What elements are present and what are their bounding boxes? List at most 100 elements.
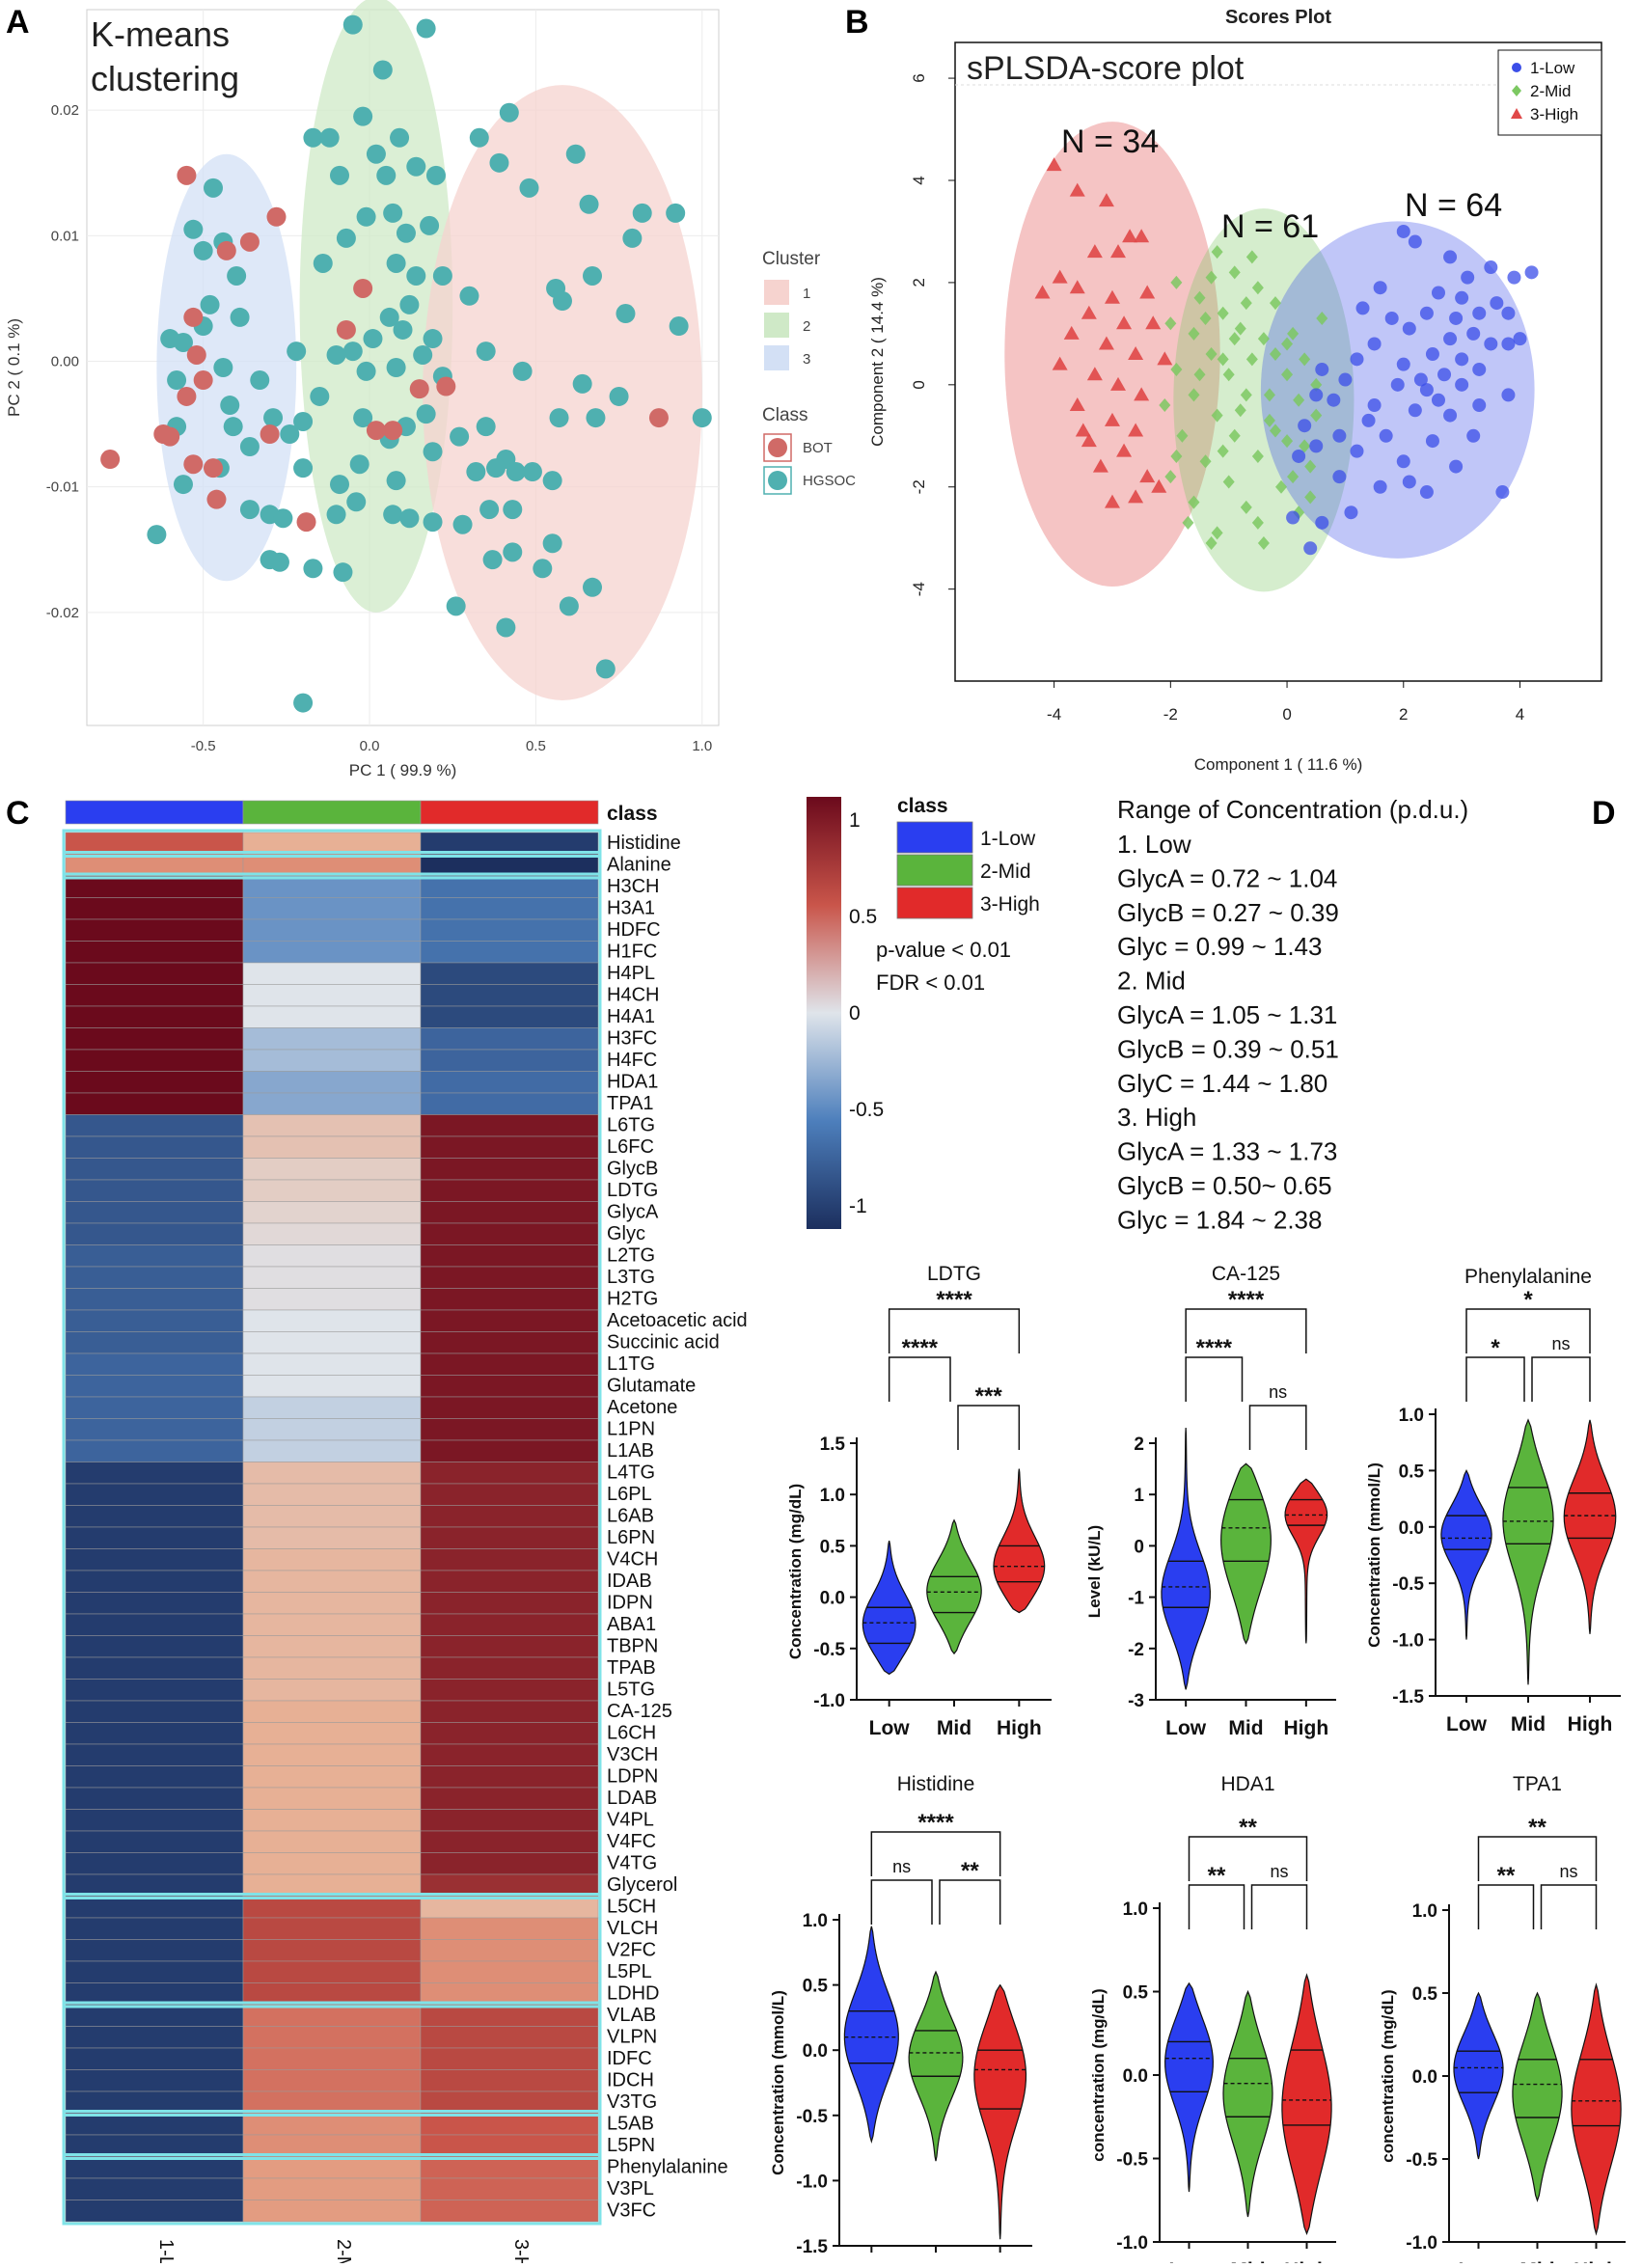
kmeans-ytick-label: -0.01	[46, 479, 79, 496]
heatmap-cell	[420, 1960, 599, 1983]
heatmap-row-label: VLAB	[607, 2005, 656, 2026]
heatmap-cell	[420, 897, 599, 920]
heatmap-group-outline	[62, 851, 602, 880]
splsda-point-high	[1122, 229, 1138, 243]
splsda-point-mid	[1263, 388, 1275, 402]
kmeans-point-hgsoc	[416, 404, 436, 424]
violin-ytick-label: 0.5	[820, 1537, 846, 1557]
heatmap-cell	[420, 1288, 599, 1311]
splsda-point-low	[1286, 510, 1300, 525]
heatmap-row-label: IDCH	[607, 2070, 654, 2091]
heatmap-cell	[65, 2026, 244, 2049]
kmeans-point-hgsoc	[293, 411, 314, 431]
heatmap-row-label: H3A1	[607, 898, 655, 919]
kmeans-point-hgsoc	[692, 408, 712, 428]
heatmap-cell	[242, 1005, 422, 1028]
heatmap-row-label: LDHD	[607, 1983, 659, 2005]
kmeans-point-hgsoc	[383, 505, 403, 525]
violin-sig-label: ****	[1228, 1287, 1265, 1313]
kmeans-point-hgsoc	[499, 102, 519, 123]
kmeans-point-hgsoc	[396, 223, 416, 243]
heatmap-row-label: H4A1	[607, 1006, 655, 1027]
kmeans-point-hgsoc	[353, 106, 373, 126]
heatmap-row-label: H3CH	[607, 876, 659, 897]
violin-chart-hda1: -1.0 -0.5 0.0 0.5 1.0 Low Mid High HDA1 concentra…	[1089, 1773, 1336, 2268]
splsda-point-mid	[1211, 245, 1223, 260]
splsda-point-mid	[1269, 347, 1281, 362]
violin-sig-bracket	[870, 1879, 933, 1925]
violin-ytick-label: -0.5	[1392, 1574, 1424, 1595]
splsda-legend-label: 3-High	[1530, 105, 1578, 123]
splsda-point-mid	[1281, 434, 1294, 449]
heatmap-column-label: 1-Low	[155, 2239, 177, 2263]
heatmap-colorbar-tick: -0.5	[849, 1099, 884, 1121]
heatmap-row-label: L4TG	[607, 1462, 655, 1484]
heatmap-cell	[420, 1353, 599, 1376]
heatmap-group-outline	[62, 2153, 602, 2226]
splsda-point-low	[1408, 403, 1422, 418]
splsda-point-mid	[1176, 428, 1189, 443]
splsda-point-low	[1513, 332, 1527, 346]
violin-category-label: Low	[1446, 1713, 1488, 1735]
kmeans-point-bot	[100, 450, 121, 470]
heatmap-cell	[65, 1439, 244, 1462]
splsda-point-low	[1501, 306, 1516, 320]
heatmap-cell	[65, 1375, 244, 1398]
panel-b-splsda: Scores Plot -4 -2 0 2 4 -4 -2 0 2 4 6 sPLSDA-score p…	[868, 7, 1602, 774]
splsda-point-high	[1098, 193, 1114, 207]
panel-labels: A B C D	[6, 4, 1616, 832]
heatmap-cell	[242, 1309, 422, 1332]
range-box-line: 3. High	[1117, 1103, 1196, 1132]
splsda-xtick-label: 2	[1399, 705, 1408, 724]
heatmap-row-label: Phenylalanine	[607, 2157, 728, 2178]
kmeans-point-hgsoc	[533, 559, 553, 579]
heatmap-row-label: Acetone	[607, 1397, 677, 1418]
violin-ylabel: Concentration (mg/dL)	[786, 1484, 805, 1659]
kmeans-point-hgsoc	[565, 144, 586, 164]
heatmap-cell	[65, 1483, 244, 1506]
violin-ylabel: concentration (mg/dL)	[1089, 1988, 1108, 2161]
splsda-point-low	[1524, 265, 1539, 280]
kmeans-point-hgsoc	[330, 475, 349, 495]
violin-ytick-label: -1.0	[796, 2172, 828, 2192]
kmeans-point-hgsoc	[313, 253, 333, 273]
splsda-point-low	[1327, 393, 1341, 407]
violin-sig-label: ***	[975, 1383, 1003, 1409]
heatmap-cell	[420, 2200, 599, 2223]
violin-ytick-label: 1.5	[820, 1435, 846, 1455]
splsda-point-low	[1292, 449, 1306, 463]
splsda-point-mid	[1251, 449, 1264, 463]
kmeans-point-hgsoc	[506, 462, 526, 482]
violin-sig-bracket	[1465, 1356, 1525, 1402]
splsda-xtick-label: 4	[1516, 705, 1524, 724]
splsda-point-mid	[1228, 428, 1241, 443]
kmeans-point-hgsoc	[379, 307, 399, 327]
splsda-point-low	[1402, 475, 1416, 489]
heatmap-cell	[420, 1244, 599, 1268]
splsda-xtick-label: -4	[1047, 705, 1061, 724]
splsda-point-mid	[1281, 368, 1294, 382]
violin-ytick-label: -1.0	[813, 1691, 845, 1711]
splsda-legend-label: 1-Low	[1530, 59, 1575, 77]
violin-shape-high	[993, 1468, 1046, 1614]
heatmap-row-label: VLCH	[607, 1918, 658, 1939]
splsda-point-high	[1098, 336, 1114, 350]
kmeans-point-hgsoc	[173, 332, 193, 352]
heatmap-row-label: L6FC	[607, 1136, 654, 1158]
violin-category-label: Mid	[1519, 2259, 1554, 2263]
splsda-point-mid	[1293, 393, 1305, 407]
violin-ytick-label: 2	[1134, 1435, 1144, 1455]
violin-shape-mid	[1512, 1991, 1563, 2202]
heatmap-cell	[242, 1830, 422, 1853]
splsda-point-mid	[1251, 515, 1264, 530]
splsda-point-mid	[1275, 479, 1288, 494]
heatmap-cell	[65, 1700, 244, 1723]
heatmap-cell	[420, 2026, 599, 2049]
kmeans-point-hgsoc	[363, 329, 383, 349]
heatmap-cell	[65, 1288, 244, 1311]
violin-ylabel: concentration (mg/dL)	[1379, 1989, 1397, 2162]
splsda-point-high	[1151, 478, 1167, 493]
splsda-point-low	[1379, 428, 1393, 443]
heatmap-cell	[242, 1592, 422, 1615]
splsda-point-mid	[1269, 296, 1281, 311]
